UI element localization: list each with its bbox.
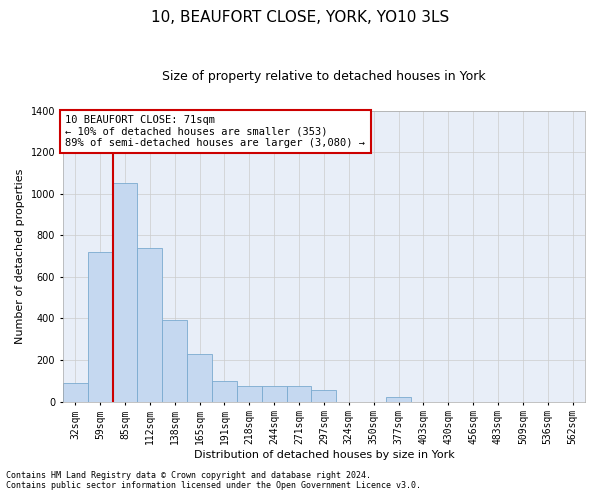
Text: 10, BEAUFORT CLOSE, YORK, YO10 3LS: 10, BEAUFORT CLOSE, YORK, YO10 3LS bbox=[151, 10, 449, 25]
Bar bbox=[88, 252, 113, 402]
Bar bbox=[63, 383, 88, 402]
Bar bbox=[212, 381, 237, 402]
Bar bbox=[187, 354, 212, 402]
Bar bbox=[386, 398, 411, 402]
Bar bbox=[162, 320, 187, 402]
X-axis label: Distribution of detached houses by size in York: Distribution of detached houses by size … bbox=[194, 450, 454, 460]
Title: Size of property relative to detached houses in York: Size of property relative to detached ho… bbox=[162, 70, 486, 83]
Bar bbox=[237, 386, 262, 402]
Text: 10 BEAUFORT CLOSE: 71sqm
← 10% of detached houses are smaller (353)
89% of semi-: 10 BEAUFORT CLOSE: 71sqm ← 10% of detach… bbox=[65, 115, 365, 148]
Bar bbox=[137, 248, 162, 402]
Text: Contains HM Land Registry data © Crown copyright and database right 2024.
Contai: Contains HM Land Registry data © Crown c… bbox=[6, 470, 421, 490]
Bar bbox=[113, 184, 137, 402]
Bar bbox=[262, 386, 287, 402]
Y-axis label: Number of detached properties: Number of detached properties bbox=[15, 168, 25, 344]
Bar bbox=[311, 390, 337, 402]
Bar bbox=[287, 386, 311, 402]
